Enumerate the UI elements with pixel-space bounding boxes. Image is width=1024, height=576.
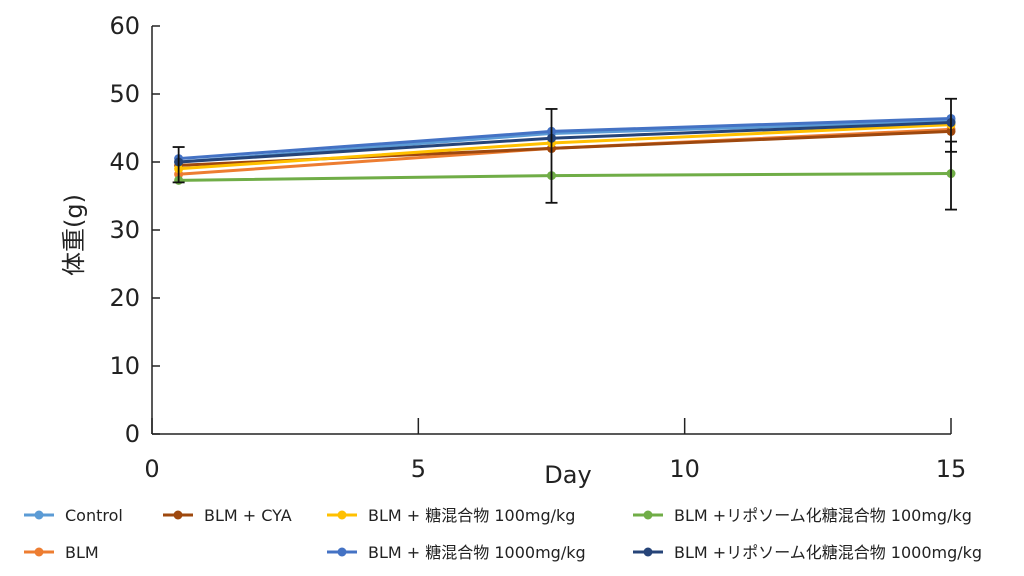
legend-item-6: BLM +リポソーム化糖混合物 1000mg/kg: [633, 543, 982, 562]
x-tick-label: 5: [411, 455, 426, 483]
legend-marker: [337, 510, 347, 520]
y-tick-label: 50: [109, 80, 140, 108]
legend-label: BLM + CYA: [204, 506, 292, 525]
axes: 0 10 20 30 40 50 60 0 5 10 15: [109, 12, 966, 483]
legend-item-5: BLM +リポソーム化糖混合物 100mg/kg: [633, 506, 972, 525]
legend-item-2: BLM + CYA: [163, 506, 292, 525]
y-axis-title: 体重(g): [60, 194, 88, 276]
error-bars: [172, 97, 957, 211]
x-tick-label: 15: [936, 455, 967, 483]
error-bar: [945, 97, 957, 211]
x-axis-title: Day: [544, 461, 591, 489]
y-tick-label: 10: [109, 352, 140, 380]
x-tick-label: 0: [144, 455, 159, 483]
y-tick-label: 0: [125, 420, 140, 448]
legend-marker: [34, 510, 44, 520]
series-layer: [174, 113, 956, 185]
series-line: [178, 172, 952, 182]
legend-marker: [643, 510, 653, 520]
legend-marker: [173, 510, 183, 520]
legend-label: BLM +リポソーム化糖混合物 100mg/kg: [674, 506, 972, 525]
legend-label: BLM + 糖混合物 100mg/kg: [368, 506, 575, 525]
legend-item-4: BLM + 糖混合物 1000mg/kg: [327, 543, 586, 562]
legend: Control BLM BLM + CYA BLM + 糖混合物 100mg/kg BL…: [24, 506, 982, 562]
error-bar: [945, 140, 957, 153]
error-bar: [172, 146, 185, 184]
series-5: [174, 169, 956, 185]
error-bar: [545, 108, 558, 204]
legend-marker: [337, 547, 347, 557]
y-tick-label: 40: [109, 148, 140, 176]
legend-label: Control: [65, 506, 123, 525]
legend-label: BLM: [65, 543, 99, 562]
legend-label: BLM + 糖混合物 1000mg/kg: [368, 543, 586, 562]
legend-item-3: BLM + 糖混合物 100mg/kg: [327, 506, 575, 525]
legend-item-0: Control: [24, 506, 123, 525]
y-tick-label: 30: [109, 216, 140, 244]
legend-item-1: BLM: [24, 543, 99, 562]
y-tick-label: 60: [109, 12, 140, 40]
y-tick-label: 20: [109, 284, 140, 312]
legend-label: BLM +リポソーム化糖混合物 1000mg/kg: [674, 543, 982, 562]
legend-marker: [643, 547, 653, 557]
legend-marker: [34, 547, 44, 557]
x-tick-label: 10: [669, 455, 700, 483]
